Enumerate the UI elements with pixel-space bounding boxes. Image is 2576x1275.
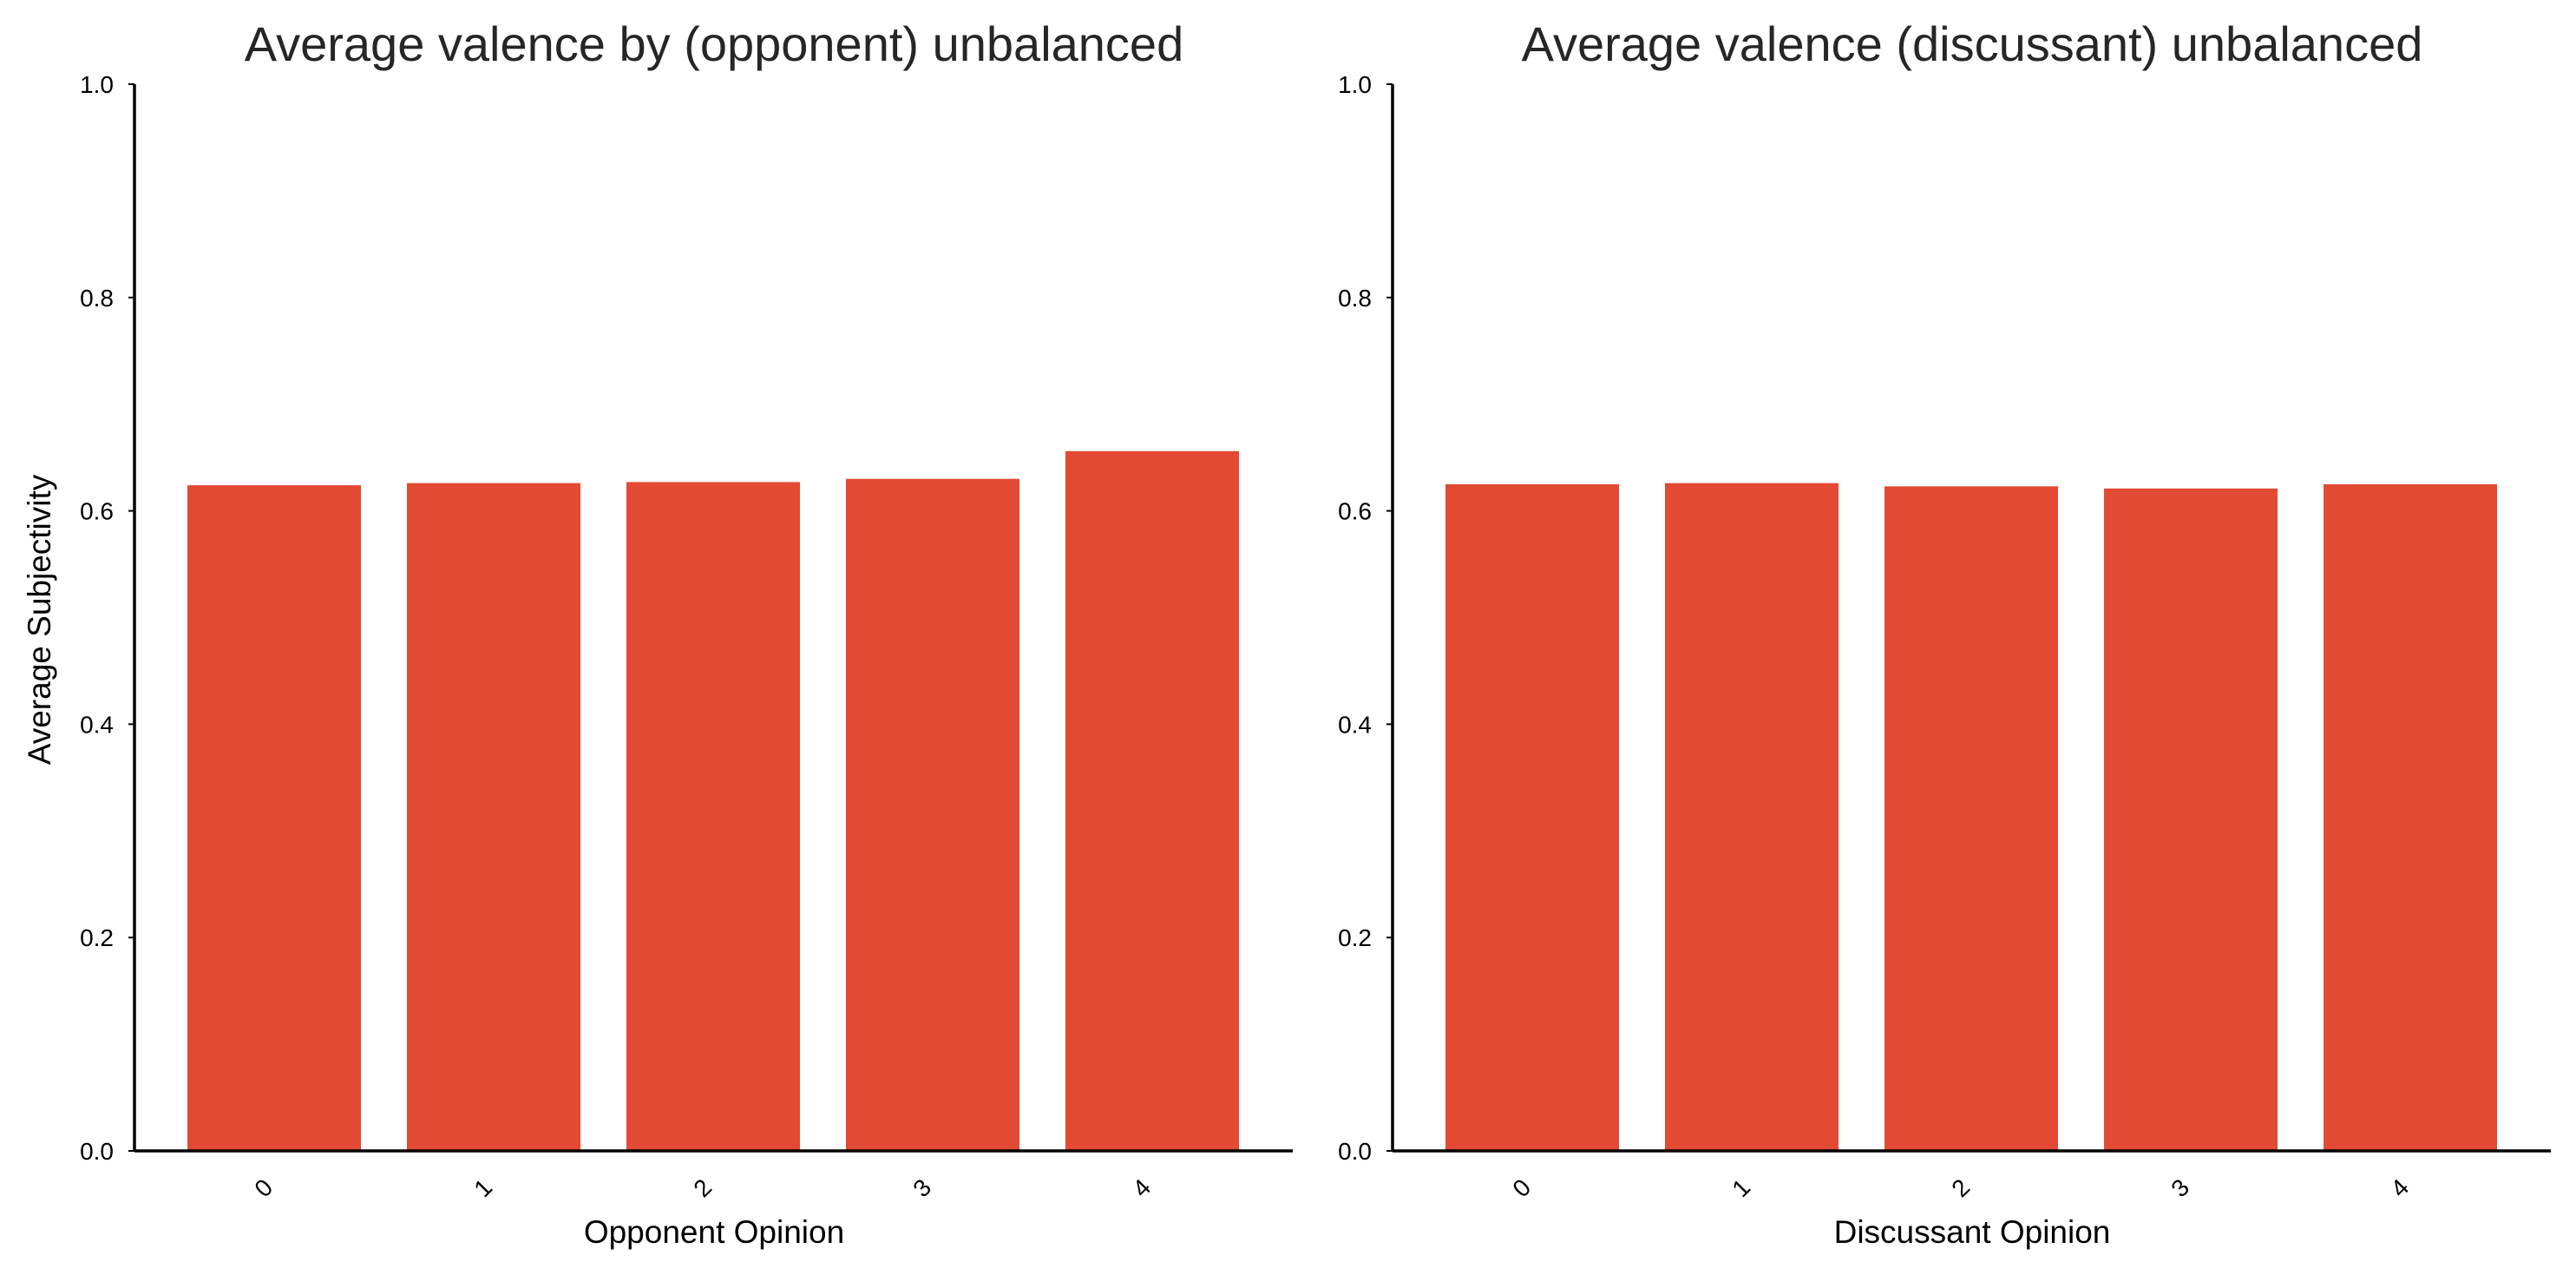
y-tick-label: 0.2 [1338,924,1372,951]
chart-panel-opponent: Average valence by (opponent) unbalanced… [22,16,1293,1250]
y-tick-label: 0.4 [80,711,114,738]
bar-3 [2104,488,2278,1151]
x-tick-label: 3 [908,1173,936,1202]
y-tick-label: 0.2 [80,924,114,951]
bar-4 [1065,450,1239,1151]
chart-panel-discussant: Average valence (discussant) unbalanced … [1338,16,2551,1250]
y-tick-label: 0.6 [80,498,114,525]
y-tick-label: 0.0 [1338,1138,1372,1165]
x-tick-label: 0 [249,1173,278,1202]
x-tick-label: 4 [1127,1173,1156,1202]
x-tick-label: 0 [1507,1173,1536,1202]
bar-4 [2324,483,2497,1151]
y-tick-label: 0.8 [1338,285,1372,312]
y-tick-label: 0.4 [1338,711,1372,738]
chart-title: Average valence (discussant) unbalanced [1522,16,2423,71]
x-tick-label: 2 [1946,1173,1975,1202]
y-tick-label: 0.8 [80,285,114,312]
chart-title: Average valence by (opponent) unbalanced [245,16,1183,71]
y-axis-label: Average Subjectivity [22,474,57,765]
bar-0 [187,485,361,1151]
x-axis-label: Discussant Opinion [1834,1214,2111,1250]
bar-1 [1665,483,1839,1151]
y-tick-label: 0.6 [1338,498,1372,525]
bar-2 [1884,486,2058,1151]
y-tick-label: 0.0 [80,1138,114,1165]
x-axis-label: Opponent Opinion [584,1214,844,1250]
bar-2 [626,482,800,1151]
y-tick-label: 1.0 [80,71,114,98]
x-tick-label: 3 [2166,1173,2194,1202]
x-tick-label: 1 [469,1173,497,1202]
x-tick-label: 2 [688,1173,717,1202]
bar-0 [1445,483,1619,1151]
bar-1 [407,483,580,1151]
bar-3 [846,478,1019,1151]
x-tick-label: 4 [2385,1173,2414,1202]
x-tick-label: 1 [1727,1173,1755,1202]
y-tick-label: 1.0 [1338,71,1372,98]
